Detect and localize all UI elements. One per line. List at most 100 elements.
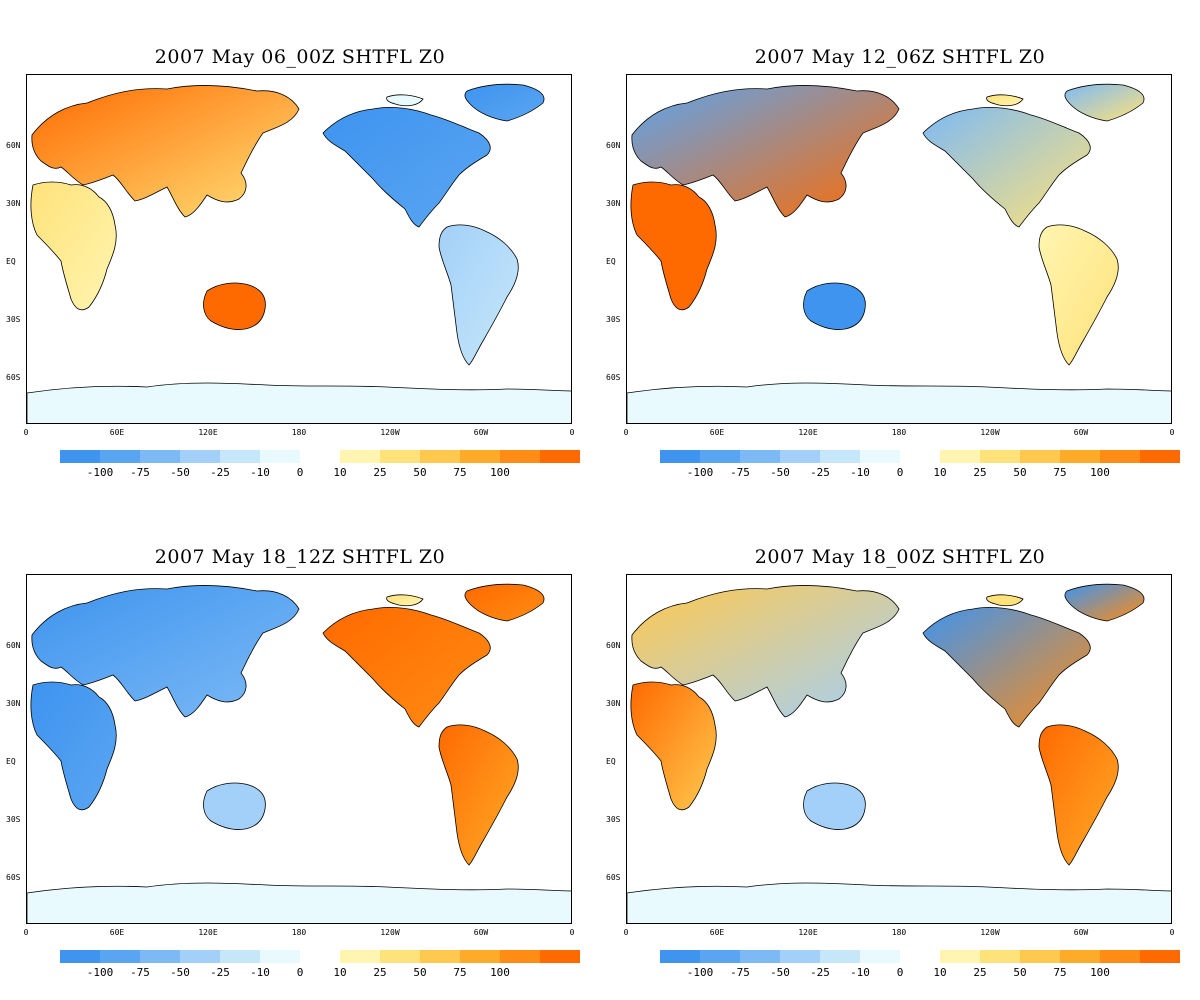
landmass-antarctica [627,382,1171,423]
longitude-label: 60W [473,428,489,437]
colorbar-label: 10 [933,966,947,979]
colorbar-label: 25 [373,966,387,979]
colorbar-label: 25 [973,966,987,979]
colorbar-label: 25 [373,466,387,479]
longitude-label: 120E [798,428,818,437]
colorbar-label: -25 [210,466,230,479]
latitude-label: 60N [6,141,21,150]
colorbar-swatch-negative [260,450,300,463]
longitude-label: 180 [891,428,907,437]
longitude-label: 60W [473,928,489,937]
colorbar-label: 50 [413,966,427,979]
landmass-africa [30,181,117,311]
longitude-label: 120W [980,928,1000,937]
colorbar-swatch-negative [660,950,700,963]
colorbar-swatch-negative [660,450,700,463]
colorbar-label: -10 [850,466,870,479]
colorbar-label: -100 [86,966,114,979]
colorbar-label: -50 [170,966,190,979]
colorbar-swatch-positive [380,450,420,463]
landmass-australia [203,782,266,831]
colorbar-swatch-positive [1140,450,1180,463]
landmass-antarctica [27,382,571,423]
colorbar-swatch-positive [1060,950,1100,963]
colorbar-swatch-negative [260,950,300,963]
longitude-label: 120W [380,428,400,437]
map-panel: 2007 May 18_12Z SHTFL Z0 60N 30N EQ 30S 60S 0 6… [0,500,600,1000]
colorbar-swatch-negative [60,950,100,963]
longitude-label: 0 [1169,928,1175,937]
landmass-antarctica [27,882,571,923]
longitude-label: 60W [1073,928,1089,937]
map-frame [626,74,1172,424]
latitude-label: EQ [606,257,616,266]
colorbar-label: 75 [453,966,467,979]
longitude-label: 60E [109,928,125,937]
colorbar-label: 50 [1013,966,1027,979]
colorbar-label: -75 [730,466,750,479]
landmass-samerica [438,224,519,366]
panel-title: 2007 May 18_00Z SHTFL Z0 [754,546,1046,568]
longitude-label: 120W [380,928,400,937]
longitude-label: 0 [569,928,575,937]
colorbar-label: -25 [210,966,230,979]
colorbar-swatch-negative [780,950,820,963]
colorbar-swatch-positive [420,950,460,963]
landmass-samerica [438,724,519,866]
world-map [627,83,1171,423]
landmass-africa [30,681,117,811]
colorbar-label: -10 [250,466,270,479]
colorbar-swatch-negative [220,950,260,963]
colorbar-swatch-negative [100,950,140,963]
colorbar-label: 10 [333,466,347,479]
landmass-antarctica [627,882,1171,923]
latitude-label: 30N [6,199,21,208]
colorbar-swatch-negative [820,950,860,963]
longitude-label: 120E [798,928,818,937]
panel-title: 2007 May 06_00Z SHTFL Z0 [154,46,446,68]
colorbar-label: 100 [490,966,510,979]
colorbar-swatch-positive [460,450,500,463]
colorbar-swatch-positive [500,950,540,963]
colorbar-swatch-positive [1100,950,1140,963]
colorbar-swatch-negative [180,450,220,463]
latitude-label: 30N [606,199,621,208]
longitude-label: 0 [569,428,575,437]
colorbar-swatch-positive [1020,950,1060,963]
colorbar-label: 100 [1090,966,1110,979]
latitude-label: 30N [6,699,21,708]
colorbar-label: -75 [730,966,750,979]
longitude-label: 0 [23,928,29,937]
landmass-namerica [322,83,545,228]
colorbar-label: -50 [770,966,790,979]
colorbar-swatch-negative [860,450,900,463]
colorbar-swatch-negative [60,450,100,463]
landmass-greenland [386,94,424,107]
map-frame [26,74,572,424]
latitude-label: EQ [606,757,616,766]
longitude-label: 180 [291,928,307,937]
colorbar-swatch-positive [380,950,420,963]
longitude-label: 0 [623,928,629,937]
colorbar-swatch-negative [820,450,860,463]
longitude-label: 120W [980,428,1000,437]
longitude-label: 0 [623,428,629,437]
colorbar-swatch-positive [500,450,540,463]
colorbar-swatch-positive [940,950,980,963]
colorbar-swatch-negative [140,950,180,963]
landmass-namerica [922,83,1145,228]
colorbar-label: 10 [333,966,347,979]
panel-title: 2007 May 18_12Z SHTFL Z0 [154,546,446,568]
latitude-label: EQ [6,257,16,266]
colorbar-label: 25 [973,466,987,479]
map-panel: 2007 May 18_00Z SHTFL Z0 60N 30N EQ 30S 60S 0 6… [600,500,1200,1000]
landmass-africa [630,681,717,811]
colorbar-label: -75 [130,466,150,479]
colorbar-swatch-negative [860,950,900,963]
colorbar-swatch-negative [220,450,260,463]
colorbar-label: -25 [810,966,830,979]
landmass-samerica [1038,224,1119,366]
colorbar-label: -50 [770,466,790,479]
colorbar-label: -50 [170,466,190,479]
colorbar-swatch-positive [1140,950,1180,963]
